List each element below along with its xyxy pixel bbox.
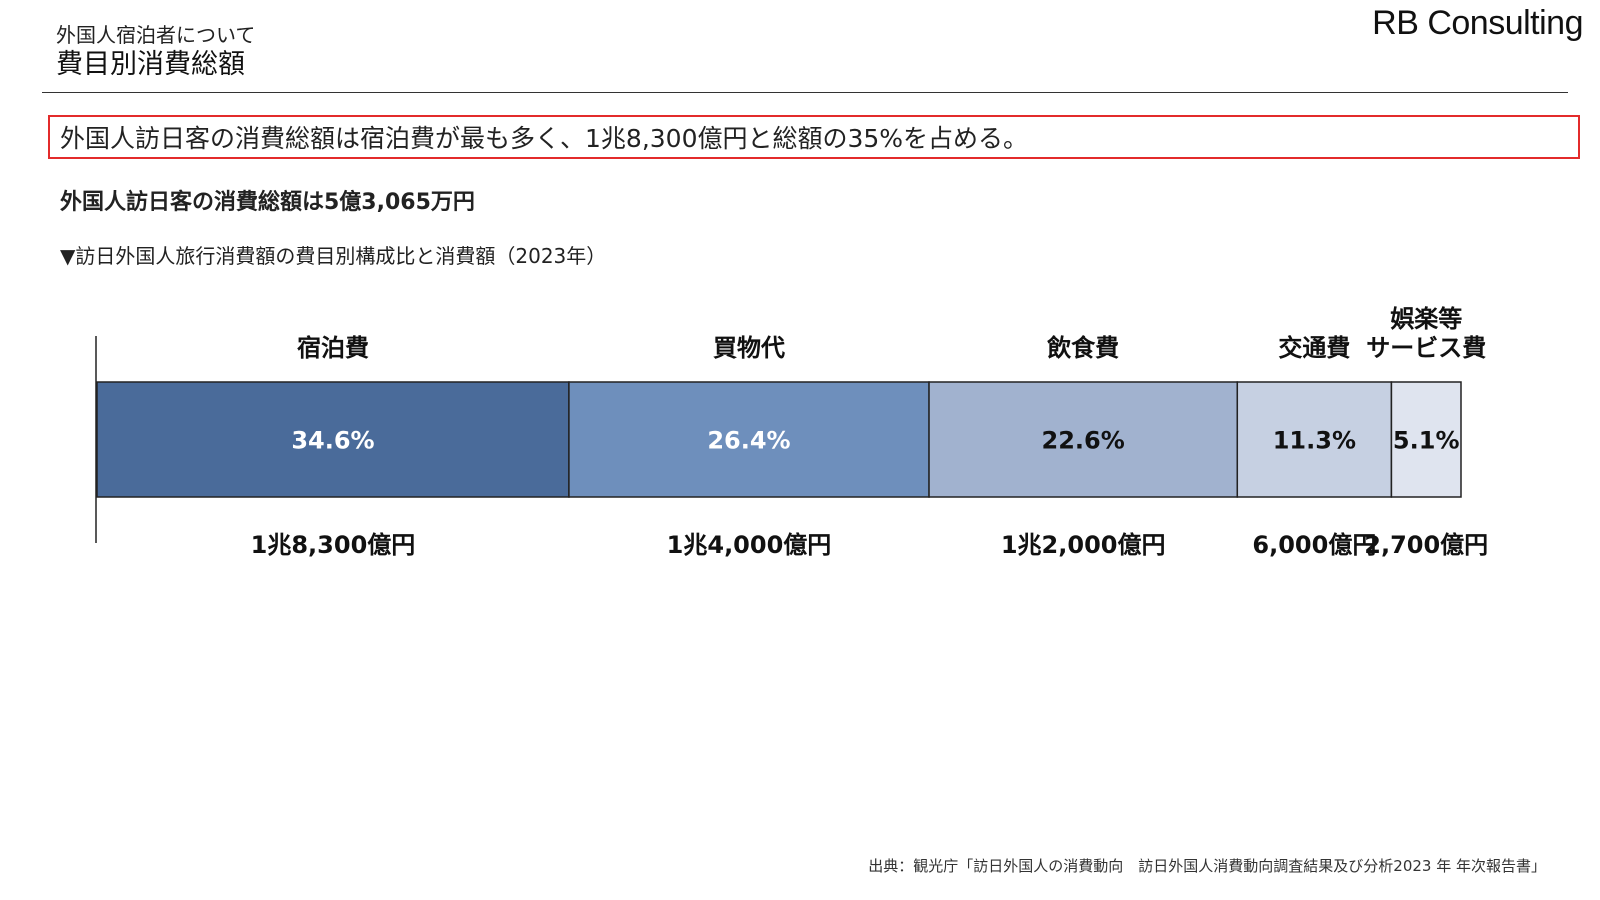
- category-label-5-line-1: 娯楽等: [1390, 305, 1462, 333]
- category-label-4: 交通費: [1278, 334, 1350, 362]
- bar-value-label-4: 11.3%: [1273, 427, 1356, 455]
- bar-segment-2: [568, 381, 930, 498]
- bar-value-label-5: 5.1%: [1393, 427, 1460, 455]
- bar-value-label-2: 26.4%: [707, 427, 790, 455]
- total-spending-heading: 外国人訪日客の消費総額は5億3,065万円: [60, 190, 475, 215]
- category-label-2: 買物代: [713, 334, 785, 362]
- amount-label-4: 6,000億円: [1252, 531, 1376, 559]
- bar-value-label-3: 22.6%: [1042, 427, 1125, 455]
- callout-box: [48, 115, 1580, 159]
- amount-label-2: 1兆4,000億円: [667, 531, 832, 559]
- page-subtitle: 外国人宿泊者について: [56, 23, 256, 47]
- header-divider: [42, 92, 1568, 93]
- category-label-1: 宿泊費: [297, 334, 369, 362]
- page-title: 費目別消費総額: [56, 49, 245, 80]
- chart-caption: ▼訪日外国人旅行消費額の費目別構成比と消費額（2023年）: [60, 244, 607, 268]
- amount-label-5: 2,700億円: [1364, 531, 1488, 559]
- bar-segment-5: [1390, 381, 1462, 498]
- brand-logo-text: RB Consulting: [1372, 4, 1583, 42]
- category-label-3: 飲食費: [1046, 334, 1119, 362]
- category-label-5-line-2: サービス費: [1366, 334, 1486, 362]
- amount-label-1: 1兆8,300億円: [251, 531, 416, 559]
- bar-value-label-1: 34.6%: [291, 427, 374, 455]
- callout-text: 外国人訪日客の消費総額は宿泊費が最も多く、1兆8,300億円と総額の35%を占め…: [60, 124, 1029, 153]
- amount-label-3: 1兆2,000億円: [1001, 531, 1166, 559]
- source-citation: 出典：観光庁「訪日外国人の消費動向 訪日外国人消費動向調査結果及び分析2023 …: [868, 857, 1546, 875]
- bar-segment-1: [96, 381, 570, 498]
- spending-stacked-bar-chart: 34.6% 宿泊費 1兆8,300億円 26.4% 買物代 1兆4,000億円 22.6% 飲…: [95, 305, 1488, 559]
